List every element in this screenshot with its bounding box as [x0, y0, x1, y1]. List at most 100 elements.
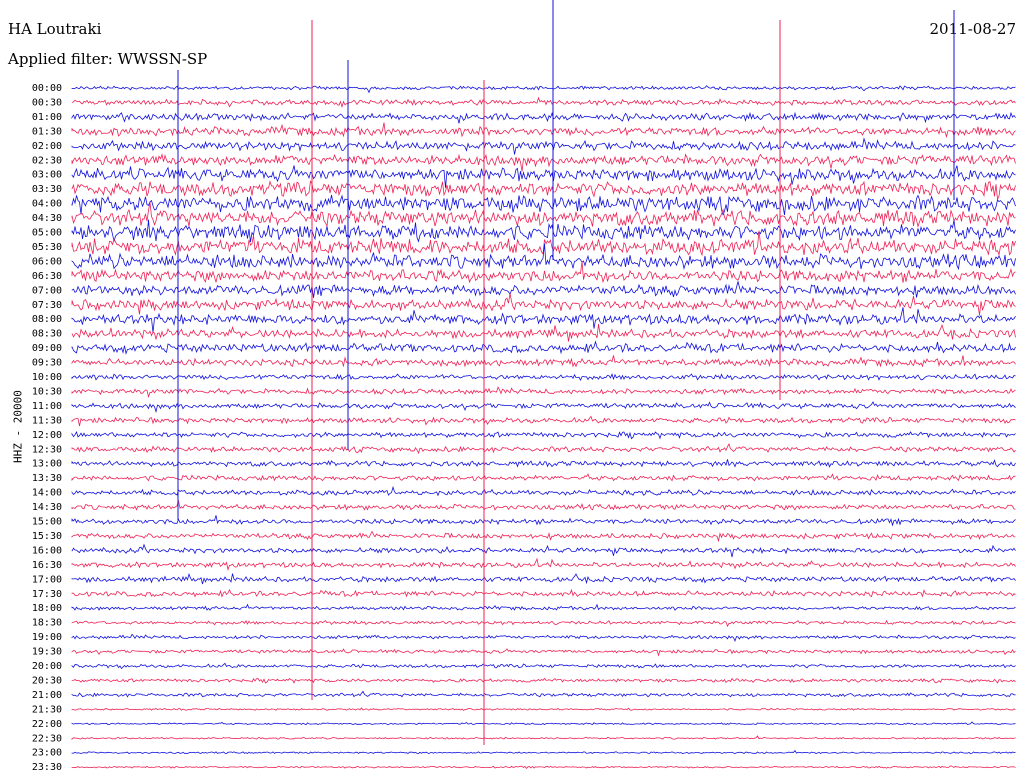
row-time-label: 20:00 — [32, 661, 62, 672]
row-time-label: 13:30 — [32, 473, 62, 484]
trace-line — [71, 530, 1016, 543]
row-time-label: 05:00 — [32, 228, 62, 239]
trace-line — [71, 355, 1016, 368]
row-time-label: 15:30 — [32, 531, 62, 542]
row-time-label: 02:30 — [32, 155, 62, 166]
row-time-label: 05:30 — [32, 242, 62, 253]
row-time-label: 12:30 — [32, 444, 62, 455]
trace-line — [71, 307, 1016, 333]
trace-line — [71, 648, 1016, 657]
row-time-label: 08:30 — [32, 329, 62, 340]
row-time-label: 01:00 — [32, 112, 62, 123]
trace-line — [71, 137, 1016, 155]
row-time-label: 07:30 — [32, 300, 62, 311]
trace-line — [71, 111, 1016, 124]
row-time-label: 03:00 — [32, 170, 62, 181]
trace-line — [71, 573, 1016, 585]
row-time-label: 19:00 — [32, 632, 62, 643]
row-time-label: 04:00 — [32, 199, 62, 210]
row-time-label: 13:00 — [32, 459, 62, 470]
row-time-label: 15:00 — [32, 517, 62, 528]
row-time-label: 20:30 — [32, 675, 62, 686]
trace-line — [71, 293, 1016, 316]
trace-line — [71, 619, 1016, 628]
trace-line — [71, 386, 1016, 399]
row-time-label: 04:30 — [32, 213, 62, 224]
trace-line — [71, 707, 1016, 711]
trace-line — [71, 633, 1016, 642]
trace-line — [71, 459, 1016, 468]
row-time-label: 14:30 — [32, 502, 62, 513]
trace-line — [71, 194, 1016, 216]
trace-line — [71, 153, 1016, 172]
row-time-label: 00:00 — [32, 83, 62, 94]
row-time-label: 23:00 — [32, 748, 62, 759]
row-time-label: 18:30 — [32, 618, 62, 629]
row-time-label: 10:30 — [32, 386, 62, 397]
trace-line — [71, 515, 1016, 527]
station-title: HA Loutraki — [8, 20, 102, 38]
row-time-label: 03:30 — [32, 184, 62, 195]
row-time-label: 12:00 — [32, 430, 62, 441]
trace-line — [71, 243, 1016, 271]
trace-line — [71, 219, 1016, 243]
trace-line — [71, 735, 1016, 740]
trace-line — [71, 485, 1016, 497]
trace-line — [71, 340, 1016, 355]
row-time-label: 11:30 — [32, 415, 62, 426]
row-time-label: 02:00 — [32, 141, 62, 152]
trace-line — [71, 430, 1016, 440]
row-time-label: 07:00 — [32, 285, 62, 296]
trace-line — [71, 122, 1016, 139]
row-time-label: 17:30 — [32, 589, 62, 600]
filter-label: Applied filter: WWSSN-SP — [8, 50, 208, 68]
trace-line — [71, 179, 1016, 200]
trace-line — [71, 165, 1016, 188]
row-time-label: 18:00 — [32, 603, 62, 614]
trace-line — [71, 473, 1016, 482]
trace-line — [71, 557, 1016, 571]
row-time-label: 09:00 — [32, 343, 62, 354]
trace-line — [71, 749, 1016, 755]
row-time-label: 11:00 — [32, 401, 62, 412]
trace-line — [71, 500, 1016, 511]
trace-line — [71, 261, 1016, 284]
trace-line — [71, 690, 1016, 698]
trace-line — [71, 765, 1016, 770]
trace-line — [71, 603, 1016, 611]
row-time-label: 16:00 — [32, 545, 62, 556]
trace-line — [71, 202, 1016, 228]
trace-line — [71, 662, 1016, 670]
trace-line — [71, 442, 1016, 455]
trace-line — [71, 96, 1016, 109]
trace-line — [71, 677, 1016, 684]
row-time-label: 00:30 — [32, 97, 62, 108]
row-time-label: 08:00 — [32, 314, 62, 325]
trace-line — [71, 415, 1016, 427]
trace-line — [71, 721, 1016, 726]
trace-line — [71, 373, 1016, 382]
row-time-label: 23:30 — [32, 762, 62, 773]
row-time-label: 06:30 — [32, 271, 62, 282]
row-time-label: 22:00 — [32, 719, 62, 730]
row-time-label: 19:30 — [32, 647, 62, 658]
row-time-label: 22:30 — [32, 733, 62, 744]
row-time-label: 17:00 — [32, 574, 62, 585]
trace-line — [71, 401, 1016, 414]
row-time-label: 21:30 — [32, 704, 62, 715]
row-time-label: 14:00 — [32, 488, 62, 499]
row-time-label: 01:30 — [32, 126, 62, 137]
row-time-label: 21:00 — [32, 690, 62, 701]
trace-line — [71, 323, 1016, 342]
row-time-label: 10:00 — [32, 372, 62, 383]
trace-line — [71, 281, 1016, 298]
trace-line — [71, 230, 1016, 257]
row-time-label: 16:30 — [32, 560, 62, 571]
date-label: 2011-08-27 — [929, 20, 1016, 38]
row-time-label: 06:00 — [32, 256, 62, 267]
trace-line — [71, 85, 1016, 94]
trace-line — [71, 543, 1016, 558]
row-time-label: 09:30 — [32, 358, 62, 369]
trace-line — [71, 588, 1016, 598]
